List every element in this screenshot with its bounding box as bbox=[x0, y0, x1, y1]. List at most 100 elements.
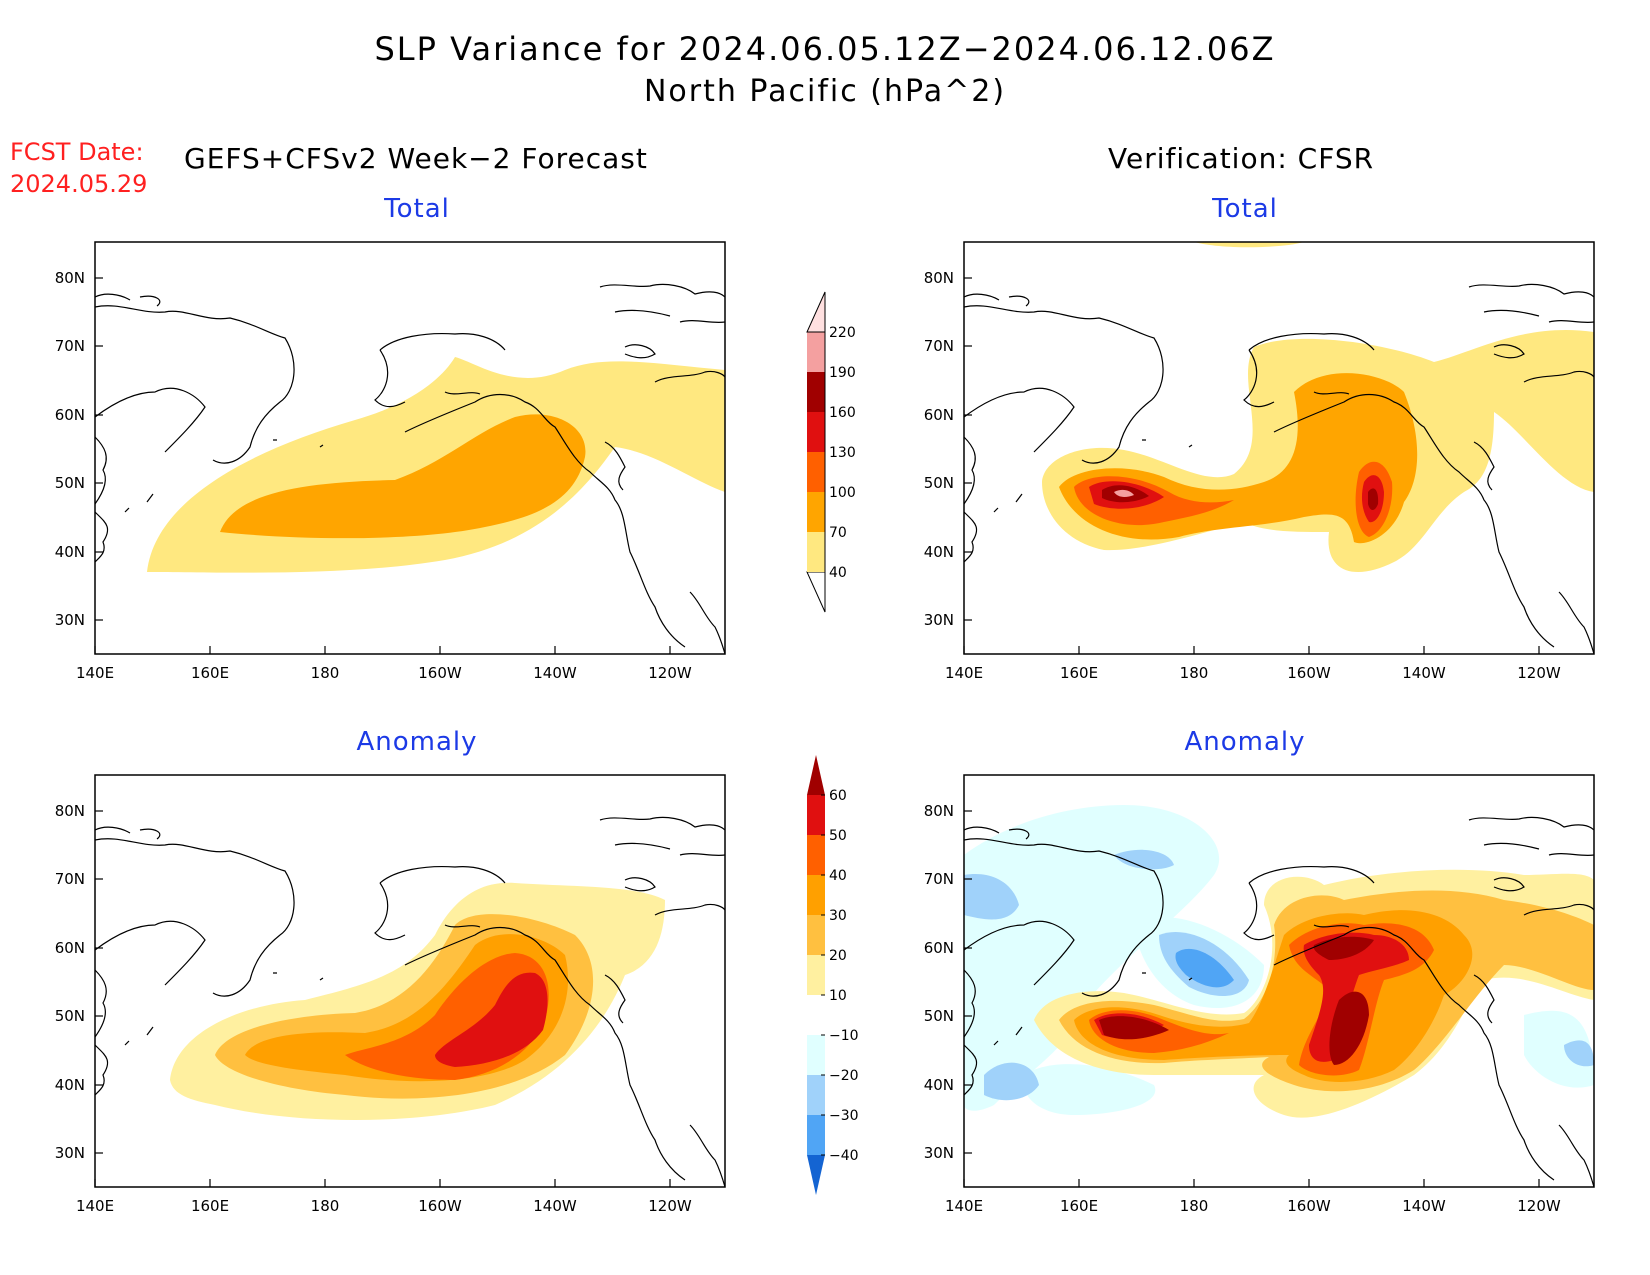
verification-total-map: 140E 160E 180 160W 140W 120W 80N 70N 60N 50N 40N 30… bbox=[924, 241, 1595, 682]
colorbar-swatch bbox=[807, 915, 825, 955]
lon-tick-label: 120W bbox=[648, 1197, 692, 1215]
lat-tick-label: 40N bbox=[55, 1076, 85, 1094]
colorbar-level-label: 40 bbox=[829, 868, 847, 884]
coastline bbox=[94, 816, 726, 1188]
lon-tick-label: 160W bbox=[418, 1197, 462, 1215]
colorbar-upper-triangle bbox=[807, 755, 825, 795]
coastline-segment bbox=[94, 920, 206, 986]
coastline-segment bbox=[993, 439, 1193, 513]
coastline-segment bbox=[963, 920, 1075, 986]
coastline-segment bbox=[1493, 344, 1525, 359]
coastline-segment bbox=[1483, 842, 1595, 857]
coastline-segment bbox=[374, 882, 406, 941]
lat-tick-label: 80N bbox=[924, 802, 954, 820]
colorbar-level-label: 100 bbox=[829, 485, 856, 501]
colorbar-swatch bbox=[807, 332, 825, 372]
coastline-segment bbox=[993, 972, 1193, 1046]
panel-title-forecast-total: Total bbox=[384, 194, 450, 224]
coastline-segment bbox=[404, 393, 686, 648]
colorbar-level-label: 10 bbox=[829, 988, 847, 1004]
lon-tick-label: 140E bbox=[945, 664, 983, 682]
lat-tick-label: 30N bbox=[55, 611, 85, 629]
coastline bbox=[94, 283, 726, 655]
lon-tick-label: 180 bbox=[1180, 1197, 1209, 1215]
coastline-segment bbox=[1468, 816, 1595, 831]
coastline-segment bbox=[963, 293, 1030, 307]
lon-tick-label: 140E bbox=[945, 1197, 983, 1215]
coastline-segment bbox=[379, 865, 506, 884]
colorbar-swatch bbox=[807, 412, 825, 452]
coastline-segment bbox=[1473, 974, 1495, 1024]
lat-tick-label: 40N bbox=[55, 543, 85, 561]
verification-heading: Verification: CFSR bbox=[1108, 142, 1375, 175]
lat-tick-label: 70N bbox=[55, 870, 85, 888]
coastline-segment bbox=[1473, 441, 1495, 491]
coastline-segment bbox=[94, 436, 107, 505]
lat-tick-label: 30N bbox=[924, 611, 954, 629]
colorbar-swatch bbox=[807, 955, 825, 995]
coastline-segment bbox=[1313, 924, 1350, 928]
colorbar-level-label: 40 bbox=[829, 565, 847, 581]
colorbar-swatch bbox=[807, 452, 825, 492]
coastline-segment bbox=[963, 436, 976, 505]
lon-tick-label: 120W bbox=[1517, 664, 1561, 682]
colorbar-swatch bbox=[807, 835, 825, 875]
main-title: SLP Variance for 2024.06.05.12Z−2024.06.… bbox=[374, 30, 1276, 68]
colorbar-level-label: 20 bbox=[829, 948, 847, 964]
axis-ticks: 140E 160E 180 160W 140W 120W 80N 70N 60N 50N 40N 30… bbox=[55, 802, 692, 1215]
colorbar-lower-triangle bbox=[806, 571, 826, 613]
panel-title-forecast-anomaly: Anomaly bbox=[356, 727, 478, 757]
lat-tick-label: 80N bbox=[55, 269, 85, 287]
main-subtitle: North Pacific (hPa^2) bbox=[643, 74, 1007, 109]
lon-tick-label: 160E bbox=[1060, 1197, 1098, 1215]
coastline-segment bbox=[94, 293, 161, 307]
lon-tick-label: 140W bbox=[1402, 664, 1446, 682]
coastline-segment bbox=[94, 826, 161, 840]
colorbar-swatch bbox=[807, 532, 825, 572]
lat-tick-label: 60N bbox=[924, 939, 954, 957]
lat-tick-label: 50N bbox=[55, 1007, 85, 1025]
coastline-segment bbox=[1468, 283, 1595, 298]
colorbar-level-label: −20 bbox=[829, 1068, 859, 1084]
coastline-segment bbox=[1483, 309, 1595, 324]
coastline bbox=[963, 816, 1595, 1188]
coastline-segment bbox=[444, 924, 481, 928]
coastline-segment bbox=[1243, 349, 1275, 408]
lat-tick-label: 80N bbox=[924, 269, 954, 287]
map-frame bbox=[94, 241, 726, 655]
coastline-segment bbox=[963, 838, 1164, 997]
coastline-segment bbox=[444, 391, 481, 395]
coastline-segment bbox=[124, 439, 324, 513]
lat-tick-label: 60N bbox=[55, 939, 85, 957]
coastline-segment bbox=[1523, 370, 1595, 383]
coastline-segment bbox=[1248, 865, 1375, 884]
coastline-segment bbox=[963, 387, 1075, 453]
colorbar-level-label: 130 bbox=[829, 445, 856, 461]
map-frame bbox=[94, 774, 726, 1188]
coastline-segment bbox=[624, 344, 656, 359]
map-frame bbox=[963, 774, 1595, 1188]
axis-ticks: 140E 160E 180 160W 140W 120W 80N 70N 60N 50N 40N 30… bbox=[924, 802, 1561, 1215]
lon-tick-label: 140W bbox=[1402, 1197, 1446, 1215]
coastline-segment bbox=[1523, 903, 1595, 916]
coastline-segment bbox=[94, 305, 295, 464]
lat-tick-label: 80N bbox=[55, 802, 85, 820]
coastline-segment bbox=[599, 816, 726, 831]
lon-tick-label: 120W bbox=[648, 664, 692, 682]
coastline-segment bbox=[124, 972, 324, 1046]
panel-title-verification-anomaly: Anomaly bbox=[1184, 727, 1306, 757]
colorbar-level-label: 220 bbox=[829, 325, 856, 341]
coastline-segment bbox=[624, 877, 656, 892]
anomaly-colorbar: 60 50 40 30 20 10 −10 −20 −30 −40 bbox=[807, 755, 859, 1195]
lat-tick-label: 50N bbox=[55, 474, 85, 492]
colorbar-level-label: −40 bbox=[829, 1148, 859, 1164]
colorbar-swatch bbox=[807, 372, 825, 412]
forecast-total-map: 140E 160E 180 160W 140W 120W 80N 70N 60N 50N 40N 30… bbox=[55, 241, 726, 682]
map-frame bbox=[963, 241, 1595, 655]
colorbar-upper-triangle bbox=[806, 291, 826, 333]
coastline-segment bbox=[654, 903, 726, 916]
lat-tick-label: 50N bbox=[924, 1007, 954, 1025]
coastline-segment bbox=[963, 511, 978, 563]
coastline bbox=[963, 283, 1595, 655]
colorbar-swatch bbox=[807, 795, 825, 835]
